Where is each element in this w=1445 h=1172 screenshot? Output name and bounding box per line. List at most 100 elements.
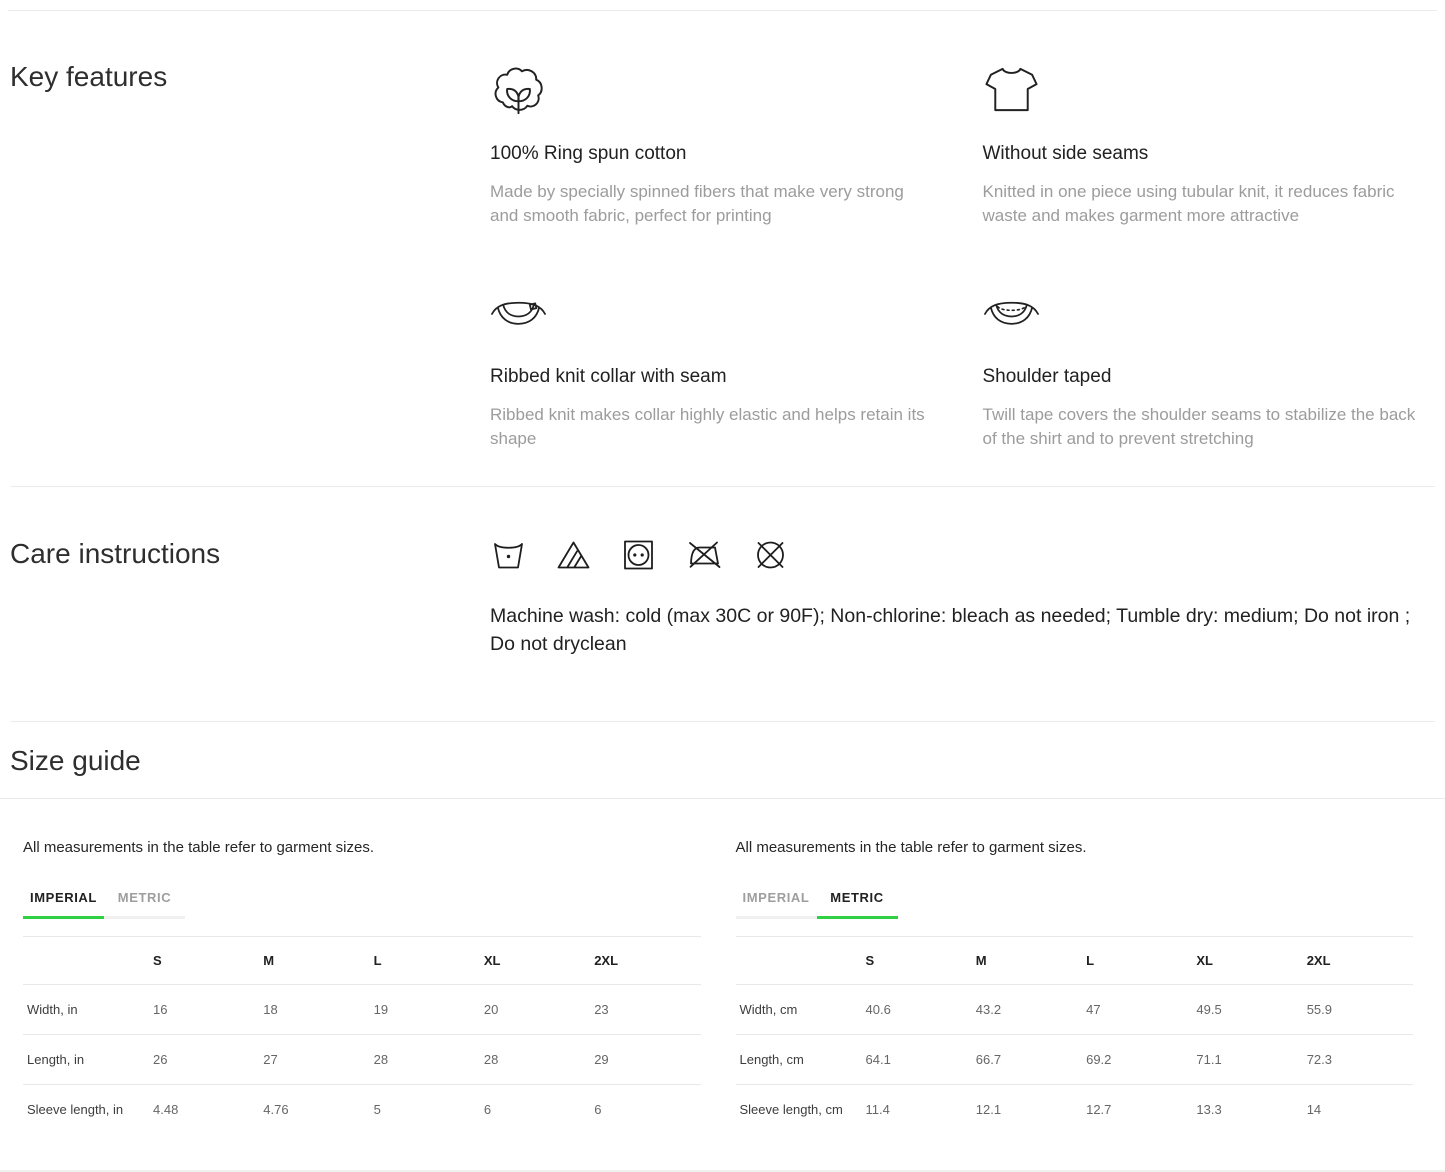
cell-value: 12.1 [975, 1101, 1002, 1117]
column-header: 2XL [594, 952, 619, 968]
cell-value: 28 [373, 1051, 389, 1067]
cell-value: 12.7 [1086, 1101, 1112, 1117]
column-header: 2XL [1306, 952, 1331, 968]
table-row: Width, in 16 18 19 20 23 [23, 984, 701, 1034]
cell-value: 13.3 [1196, 1101, 1222, 1117]
column-header: M [263, 952, 275, 968]
feature-without-side-seams: Without side seams Knitted in one piece … [983, 62, 1430, 227]
row-label: Width, in [27, 1001, 78, 1017]
care-instructions-text: Machine wash: cold (max 30C or 90F); Non… [490, 605, 1411, 655]
key-features-section: Key features 100% Ring spun cotton Made … [0, 11, 1445, 486]
column-header: XL [483, 952, 501, 968]
row-label: Width, cm [739, 1001, 798, 1017]
row-label: Sleeve length, cm [739, 1101, 843, 1117]
corner-cell [736, 936, 862, 984]
size-note: All measurements in the table refer to g… [23, 838, 374, 856]
table-row: Length, cm 64.1 66.7 69.2 71.1 72.3 [735, 1034, 1413, 1084]
table-row: Sleeve length, cm 11.4 12.1 12.7 13.3 14 [736, 1084, 1414, 1134]
unit-tabs: IMPERIAL METRIC [23, 884, 701, 919]
section-divider [10, 486, 1435, 487]
unit-tabs: IMPERIAL METRIC [735, 884, 1414, 919]
feature-title: Ribbed knit collar with seam [490, 366, 727, 387]
cell-value: 28 [483, 1051, 499, 1067]
care-instructions-section: Care instructions [0, 487, 1445, 721]
cell-value: 26 [153, 1051, 168, 1067]
column-header: M [975, 952, 987, 968]
feature-title: Without side seams [982, 143, 1149, 164]
cell-value: 4.48 [153, 1101, 179, 1117]
table-row: Length, in 26 27 28 28 29 [23, 1034, 701, 1084]
tumble-dry-medium-icon [620, 537, 657, 573]
section-divider [10, 720, 1435, 722]
cell-value: 69.2 [1086, 1051, 1112, 1067]
non-chlorine-bleach-icon [555, 537, 592, 573]
tab-imperial[interactable]: IMPERIAL [735, 884, 817, 919]
features-grid: 100% Ring spun cotton Made by specially … [490, 62, 1435, 450]
column-header: L [1086, 952, 1095, 968]
cell-value: 20 [483, 1001, 499, 1017]
size-table-metric: S M L XL 2XL Width, cm 40.6 43.2 47 49.5 55.9 Lengt… [735, 936, 1414, 1134]
do-not-iron-icon [685, 537, 724, 573]
collar-seam-icon [490, 297, 547, 331]
table-row: Width, cm 40.6 43.2 47 49.5 55.9 [735, 984, 1413, 1034]
cotton-icon [490, 62, 547, 119]
tab-imperial[interactable]: IMPERIAL [23, 884, 104, 919]
care-icons-row [490, 537, 1430, 575]
column-header: XL [1196, 952, 1214, 968]
care-instructions-title: Care instructions [10, 538, 221, 569]
cell-value: 14 [1306, 1101, 1322, 1117]
top-divider [8, 10, 1437, 11]
feature-description: Knitted in one piece using tubular knit,… [982, 182, 1395, 225]
size-note: All measurements in the table refer to g… [735, 838, 1087, 856]
feature-description: Ribbed knit makes collar highly elastic … [490, 405, 925, 448]
feature-title: Shoulder taped [982, 366, 1112, 387]
feature-shoulder-taped: Shoulder taped Twill tape covers the sho… [983, 285, 1430, 450]
row-label: Length, in [27, 1051, 85, 1067]
key-features-title: Key features [10, 61, 168, 92]
feature-ring-spun-cotton: 100% Ring spun cotton Made by specially … [490, 62, 937, 227]
size-guide-title: Size guide [10, 744, 141, 776]
cell-value: 71.1 [1196, 1051, 1222, 1067]
cell-value: 6 [594, 1101, 602, 1117]
column-header: S [153, 952, 162, 968]
size-table-imperial: S M L XL 2XL Width, in 16 18 19 20 23 Length, in 26 2… [23, 936, 701, 1134]
corner-cell [23, 936, 149, 984]
cell-value: 18 [263, 1001, 278, 1017]
size-table-block-metric: All measurements in the table refer to g… [723, 799, 1436, 1134]
cell-value: 55.9 [1306, 1001, 1332, 1017]
cell-value: 6 [483, 1101, 492, 1117]
feature-description: Made by specially spinned fibers that ma… [490, 182, 904, 225]
feature-description: Twill tape covers the shoulder seams to … [982, 405, 1416, 448]
cell-value: 16 [153, 1001, 168, 1017]
cell-value: 64.1 [865, 1051, 891, 1067]
cell-value: 27 [263, 1051, 278, 1067]
cell-value: 4.76 [263, 1101, 289, 1117]
machine-wash-cold-icon [490, 537, 527, 573]
row-label: Sleeve length, in [27, 1101, 124, 1117]
feature-ribbed-knit-collar: Ribbed knit collar with seam Ribbed knit… [490, 285, 937, 450]
tab-metric[interactable]: METRIC [816, 884, 898, 919]
cell-value: 66.7 [975, 1051, 1002, 1067]
size-guide-content: All measurements in the table refer to g… [0, 799, 1445, 1134]
row-label: Length, cm [739, 1051, 804, 1067]
cell-value: 40.6 [865, 1001, 891, 1017]
column-header: S [865, 952, 875, 968]
table-row: Sleeve length, in 4.48 4.76 5 6 6 [23, 1084, 701, 1134]
cell-value: 49.5 [1196, 1001, 1222, 1017]
shoulder-tape-icon [983, 297, 1040, 331]
size-table-block-imperial: All measurements in the table refer to g… [10, 799, 723, 1134]
tshirt-icon [983, 62, 1040, 119]
tab-metric[interactable]: METRIC [104, 884, 185, 919]
size-guide-divider [0, 797, 1445, 799]
do-not-dryclean-icon [752, 537, 789, 573]
cell-value: 11.4 [865, 1101, 890, 1117]
cell-value: 43.2 [975, 1001, 1002, 1017]
cell-value: 23 [594, 1001, 609, 1017]
cell-value: 47 [1086, 1001, 1101, 1017]
bottom-divider [0, 1169, 1445, 1172]
feature-title: 100% Ring spun cotton [490, 143, 687, 164]
cell-value: 19 [373, 1001, 389, 1017]
cell-value: 72.3 [1306, 1051, 1332, 1067]
size-guide-header: Size guide [0, 722, 1445, 798]
cell-value: 29 [594, 1051, 609, 1067]
